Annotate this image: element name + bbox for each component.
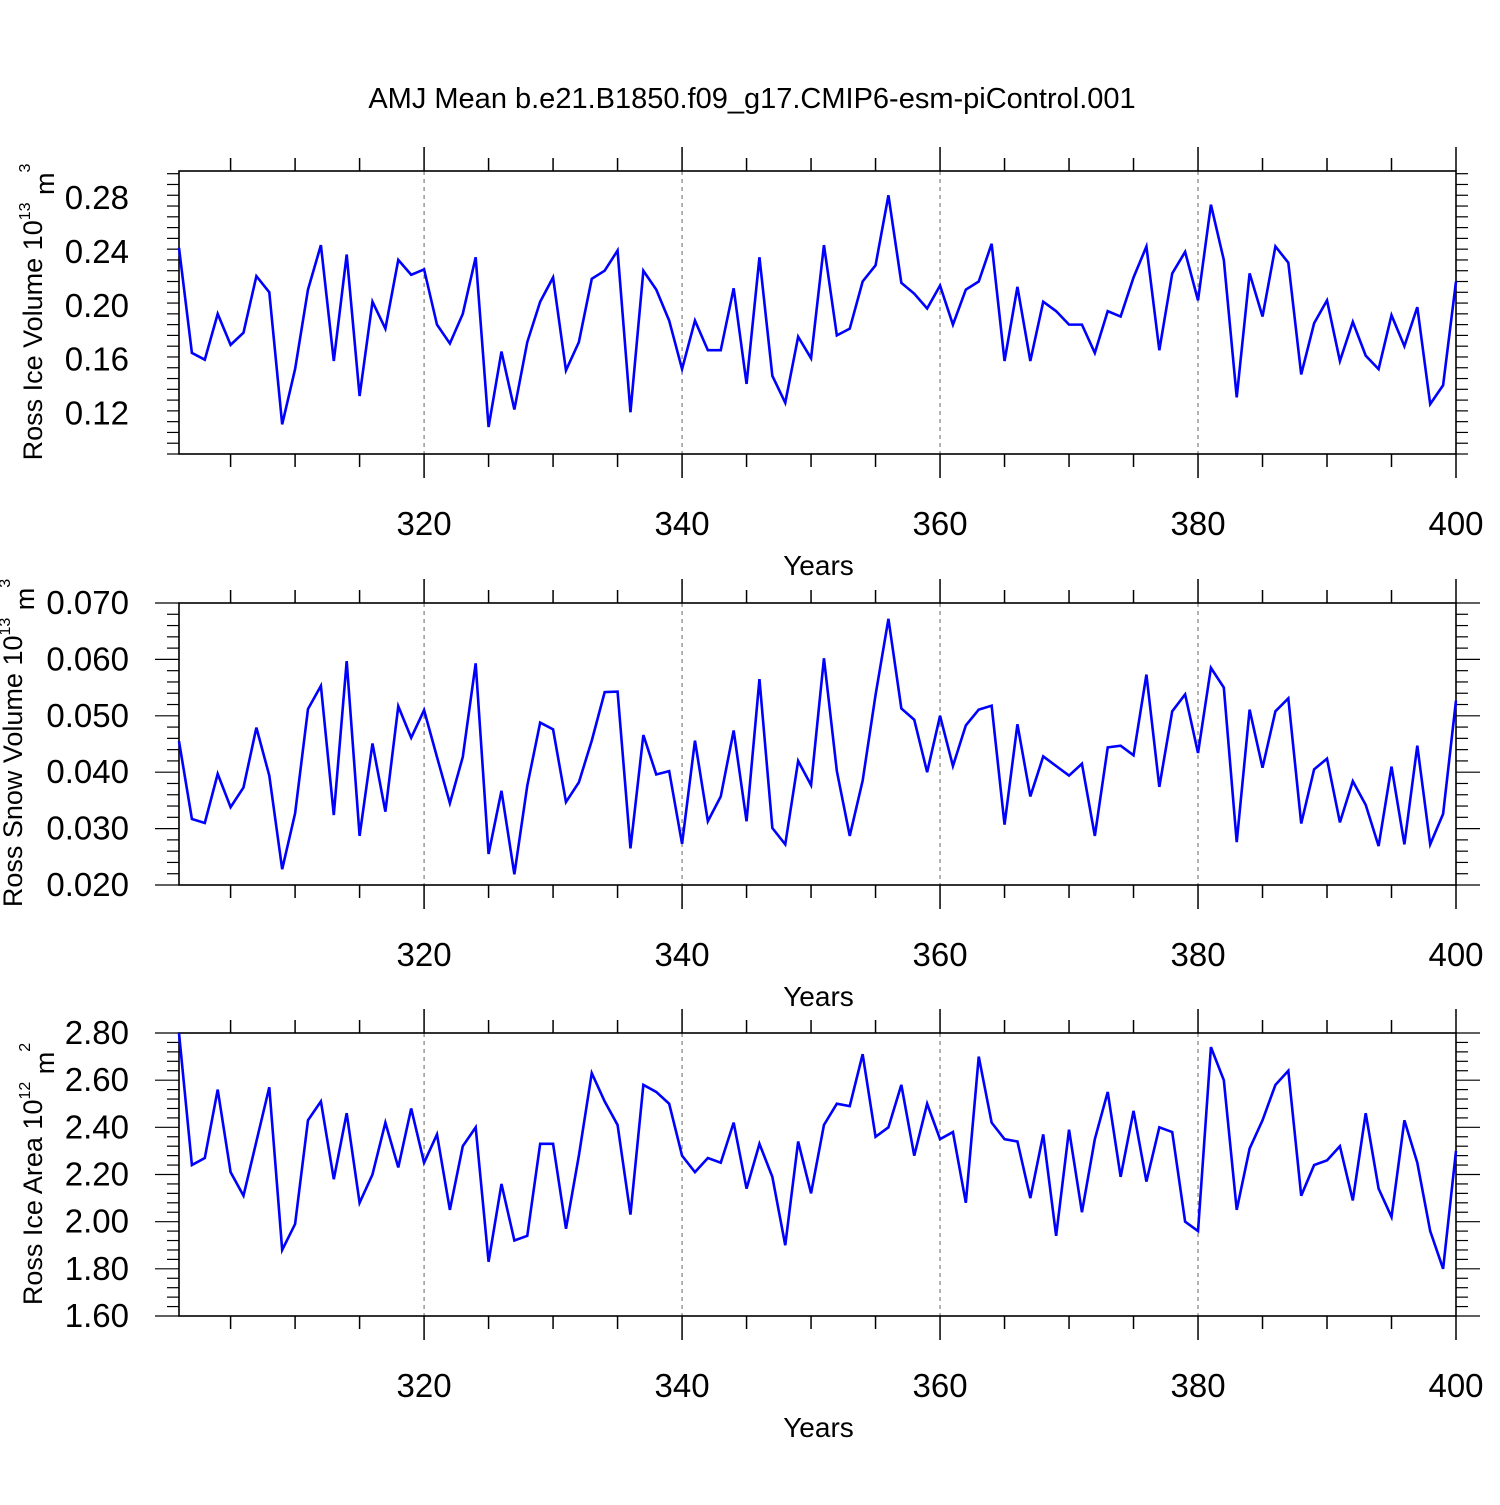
y-tick-label: 1.60 bbox=[65, 1297, 129, 1334]
chart-panel-3: 1.60 1.80 2.00 2.20 2.40 2.60 2.80 320 340 360 380… bbox=[17, 1009, 1484, 1443]
y-tick-label: 0.070 bbox=[46, 584, 129, 621]
y-tick-label: 0.12 bbox=[65, 395, 129, 432]
x-tick-label: 360 bbox=[913, 505, 968, 542]
y-tick-label: 2.40 bbox=[65, 1108, 129, 1145]
plot-frame bbox=[178, 1032, 1457, 1317]
y-axis-label-ylabel: Ross Ice Area 10 bbox=[18, 1100, 48, 1306]
plot-frame bbox=[178, 170, 1457, 455]
y-axis-label-ylabel-unit: m bbox=[30, 1052, 60, 1082]
y-tick-label: 0.16 bbox=[65, 341, 129, 378]
plot-frame bbox=[178, 602, 1457, 886]
x-tick-label: 320 bbox=[397, 1367, 452, 1404]
y-tick-label: 2.60 bbox=[65, 1061, 129, 1098]
y-tick-label: 0.060 bbox=[46, 640, 129, 677]
y-tick-label: 0.24 bbox=[65, 233, 129, 270]
chart-panel-1: 0.12 0.16 0.20 0.24 0.28 320 340 360 380 400 Years… bbox=[17, 147, 1484, 581]
x-tick-label: 340 bbox=[655, 1367, 710, 1404]
y-axis-label: Ross Snow Volume 1013 m3 bbox=[0, 579, 40, 907]
x-tick-label: 360 bbox=[913, 1367, 968, 1404]
y-axis-label-ylabel-unit-exp: 3 bbox=[0, 579, 14, 588]
figure-title: AMJ Mean b.e21.B1850.f09_g17.CMIP6-esm-p… bbox=[368, 83, 1135, 115]
y-tick-label: 2.00 bbox=[65, 1203, 129, 1240]
series-line bbox=[177, 618, 1458, 875]
x-tick-label: 380 bbox=[1170, 936, 1225, 973]
chart-panel-2: 0.020 0.030 0.040 0.050 0.060 0.070 320 340 360 3… bbox=[0, 579, 1484, 1012]
y-axis-label: Ross Ice Area 1012 m2 bbox=[17, 1043, 60, 1305]
x-tick-label: 320 bbox=[397, 505, 452, 542]
y-tick-label: 2.80 bbox=[65, 1014, 129, 1051]
x-axis-label: Years bbox=[783, 981, 854, 1012]
series-line bbox=[177, 1032, 1458, 1270]
x-tick-label: 400 bbox=[1428, 1367, 1483, 1404]
x-axis-label: Years bbox=[783, 550, 854, 581]
x-tick-label: 340 bbox=[655, 505, 710, 542]
y-axis-label-ylabel-unit: m bbox=[30, 172, 60, 202]
y-axis-label-ylabel-unit: m bbox=[10, 588, 40, 618]
y-axis-label-ylabel-exp: 12 bbox=[17, 1082, 34, 1100]
x-tick-label: 380 bbox=[1170, 1367, 1225, 1404]
x-tick-label: 400 bbox=[1428, 505, 1483, 542]
x-tick-label: 320 bbox=[397, 936, 452, 973]
y-axis-label-ylabel: Ross Ice Volume 10 bbox=[18, 220, 48, 460]
y-axis-label-ylabel-exp: 13 bbox=[17, 202, 34, 220]
x-tick-label: 360 bbox=[913, 936, 968, 973]
y-tick-label: 0.20 bbox=[65, 287, 129, 324]
y-tick-label: 0.040 bbox=[46, 753, 129, 790]
y-tick-label: 0.050 bbox=[46, 697, 129, 734]
x-tick-label: 380 bbox=[1170, 505, 1225, 542]
y-tick-label: 0.28 bbox=[65, 179, 129, 216]
y-axis-label: Ross Ice Volume 1013 m3 bbox=[17, 163, 60, 460]
y-axis-label-ylabel-unit-exp: 3 bbox=[17, 163, 34, 172]
y-tick-label: 0.030 bbox=[46, 810, 129, 847]
y-tick-label: 1.80 bbox=[65, 1250, 129, 1287]
x-axis-label: Years bbox=[783, 1412, 854, 1443]
x-tick-label: 400 bbox=[1428, 936, 1483, 973]
y-axis-label-ylabel: Ross Snow Volume 10 bbox=[0, 636, 28, 908]
y-axis-label-ylabel-unit-exp: 2 bbox=[17, 1043, 34, 1052]
series-line bbox=[177, 195, 1458, 428]
x-tick-label: 340 bbox=[655, 936, 710, 973]
y-tick-label: 2.20 bbox=[65, 1156, 129, 1193]
y-axis-label-ylabel-exp: 13 bbox=[0, 618, 14, 636]
y-tick-label: 0.020 bbox=[46, 866, 129, 903]
